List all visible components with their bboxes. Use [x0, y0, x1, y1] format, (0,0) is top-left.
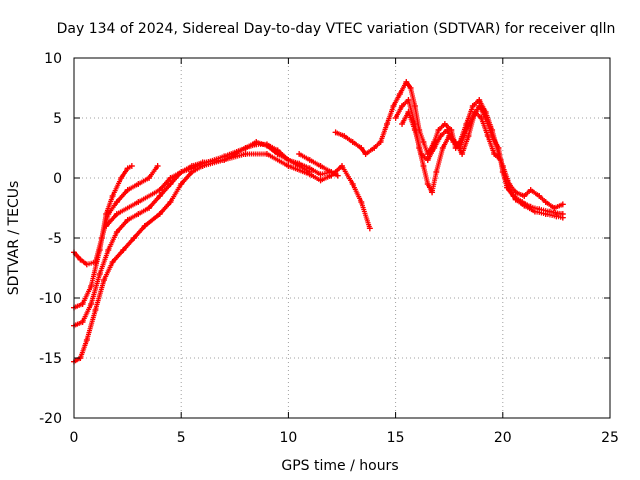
- data-point-markers: [77, 337, 90, 361]
- data-point-markers: [114, 199, 141, 217]
- data-point-markers: [384, 103, 396, 127]
- chart-title: Day 134 of 2024, Sidereal Day-to-day VTE…: [57, 21, 616, 37]
- x-tick-label: 5: [177, 430, 186, 446]
- x-tick-label: 20: [494, 430, 512, 446]
- y-tick-label: -10: [39, 291, 62, 307]
- data-point: [128, 163, 135, 169]
- data-point: [366, 225, 373, 232]
- data-point-markers: [463, 103, 476, 127]
- y-tick-label: -15: [39, 351, 62, 367]
- data-point-markers: [378, 121, 390, 145]
- data-point-markers: [97, 247, 111, 277]
- series-track-7: [332, 79, 566, 211]
- data-point-markers: [358, 199, 373, 231]
- grid: [74, 58, 610, 418]
- data-point-markers: [457, 127, 469, 151]
- series-track-9: [399, 103, 566, 217]
- x-tick-label: 15: [387, 430, 405, 446]
- data-point-markers: [339, 163, 356, 187]
- data-point-markers: [80, 301, 94, 325]
- data-point: [334, 172, 341, 179]
- data-point-markers: [200, 153, 227, 167]
- data-point-markers: [142, 211, 163, 229]
- y-tick-label: 5: [53, 111, 62, 127]
- y-tick-label: 10: [44, 51, 62, 67]
- x-tick-label: 25: [601, 430, 619, 446]
- data-point-markers: [80, 283, 94, 307]
- series-track-6: [296, 151, 341, 179]
- x-tick-label: 0: [70, 430, 79, 446]
- axes: [73, 57, 611, 419]
- data-point-markers: [88, 247, 103, 289]
- data-point-markers: [221, 145, 249, 159]
- x-tick-labels: 0 5 10 15 20 25: [70, 430, 619, 446]
- y-tick-label: -20: [39, 411, 62, 427]
- data-point-markers: [350, 181, 364, 205]
- data-point-markers: [459, 133, 471, 157]
- data-point-markers: [110, 175, 124, 199]
- data-point-markers: [167, 181, 184, 205]
- data-point-markers: [496, 145, 506, 175]
- data-point: [559, 211, 566, 217]
- data-point-markers: [97, 211, 109, 253]
- series-layer: [71, 79, 566, 365]
- data-point: [154, 163, 161, 169]
- data-point-markers: [405, 109, 418, 133]
- data-point-markers: [103, 193, 116, 217]
- series-track-3: [71, 151, 373, 329]
- y-axis-label: SDTVAR / TECUs: [6, 181, 22, 296]
- data-point-markers: [264, 151, 291, 169]
- data-point-markers: [478, 115, 491, 139]
- y-tick-labels: -20 -15 -10 -5 0 5 10: [39, 51, 62, 427]
- data-point-markers: [105, 229, 120, 253]
- data-point-markers: [521, 187, 534, 199]
- y-tick-label: 0: [53, 171, 62, 187]
- data-point-markers: [135, 187, 163, 205]
- data-point-markers: [420, 163, 431, 187]
- data-point-markers: [125, 163, 135, 171]
- data-point-markers: [101, 259, 116, 283]
- x-tick-label: 10: [279, 430, 297, 446]
- data-point-markers: [483, 115, 495, 139]
- y-tick-label: -5: [48, 231, 62, 247]
- data-point-markers: [285, 163, 313, 177]
- data-point-markers: [485, 133, 497, 157]
- data-point: [559, 201, 566, 208]
- x-axis-label: GPS time / hours: [281, 458, 398, 474]
